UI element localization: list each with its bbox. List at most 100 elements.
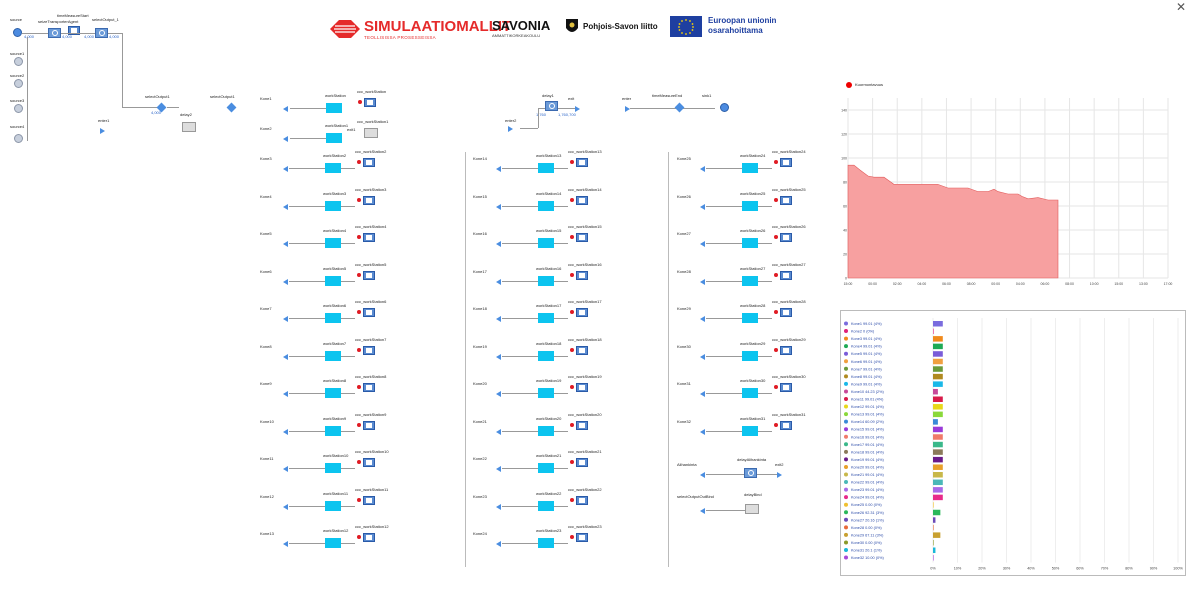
workstation-node[interactable] <box>538 275 554 286</box>
kone-arrow[interactable] <box>700 428 705 435</box>
kone-arrow[interactable] <box>700 391 705 397</box>
kone-arrow[interactable] <box>283 278 288 285</box>
ccc-node[interactable] <box>780 383 792 392</box>
workstation-node[interactable] <box>325 238 341 248</box>
kone-arrow[interactable] <box>496 278 501 285</box>
ccc-node[interactable] <box>780 345 792 355</box>
ccc-node[interactable] <box>576 533 588 542</box>
ccc-node[interactable] <box>780 233 792 242</box>
enter-arrow[interactable] <box>625 106 630 112</box>
kone-arrow[interactable] <box>496 391 501 397</box>
ccc-node[interactable] <box>363 533 375 542</box>
workstation-node[interactable] <box>325 163 341 173</box>
ccc-node[interactable] <box>576 308 588 317</box>
ccc-node[interactable] <box>363 233 375 242</box>
ccc-node[interactable] <box>576 383 588 392</box>
ccc-node[interactable] <box>576 270 588 280</box>
workstation-node[interactable] <box>742 425 758 436</box>
kone-arrow[interactable] <box>283 353 288 360</box>
enter1-arrow[interactable] <box>100 128 105 134</box>
workstation-node[interactable] <box>742 388 758 398</box>
workstation-node[interactable] <box>742 200 758 211</box>
ccc-node[interactable] <box>780 195 792 205</box>
kone-arrow[interactable] <box>700 353 705 360</box>
seize-node[interactable] <box>48 28 61 38</box>
kone-arrow[interactable] <box>496 241 501 247</box>
workstation-node[interactable] <box>538 538 554 548</box>
workstation-node[interactable] <box>325 538 341 548</box>
kone-arrow[interactable] <box>283 241 288 247</box>
kone-arrow[interactable] <box>496 503 501 510</box>
kone-arrow[interactable] <box>283 203 288 210</box>
source3-node[interactable] <box>14 104 23 113</box>
sink1-node[interactable] <box>720 103 729 112</box>
delayalihankinta-node[interactable] <box>744 468 757 478</box>
close-button[interactable]: ✕ <box>1170 0 1192 14</box>
timemeasureend-node[interactable] <box>674 102 685 113</box>
kone-arrow[interactable] <box>496 428 501 435</box>
workstation-node[interactable] <box>538 163 554 173</box>
ccc-node[interactable] <box>780 270 792 280</box>
kone-arrow[interactable] <box>283 541 288 547</box>
delay1-node[interactable] <box>545 101 558 111</box>
exit-arrow[interactable] <box>575 106 580 112</box>
ccc-node[interactable] <box>363 420 375 430</box>
ccc-node[interactable] <box>363 308 375 317</box>
source-node[interactable] <box>13 28 22 37</box>
workstation-node[interactable] <box>325 313 341 323</box>
workstation-node[interactable] <box>538 350 554 361</box>
ccc-node[interactable] <box>576 345 588 355</box>
delay2-node[interactable] <box>182 122 196 132</box>
workstation-node[interactable] <box>742 238 758 248</box>
source2-node[interactable] <box>14 79 23 88</box>
workstation-node[interactable] <box>326 103 342 113</box>
kone-arrow[interactable] <box>700 241 705 247</box>
kone-arrow[interactable] <box>496 166 501 172</box>
enter2-arrow[interactable] <box>508 126 513 132</box>
exit2-arrow[interactable] <box>777 472 782 478</box>
delaybind-node[interactable] <box>745 504 759 514</box>
workstation-node[interactable] <box>538 463 554 473</box>
kone1-arrow[interactable] <box>283 106 288 112</box>
ccc-node[interactable] <box>780 308 792 317</box>
kone-arrow[interactable] <box>700 203 705 210</box>
ccc1-node[interactable] <box>364 128 378 138</box>
workstation-node[interactable] <box>538 200 554 211</box>
ccc-node[interactable] <box>576 420 588 430</box>
kone-arrow[interactable] <box>283 503 288 510</box>
ccc-node[interactable] <box>780 420 792 430</box>
workstation-node[interactable] <box>325 500 341 511</box>
kone-arrow[interactable] <box>700 316 705 322</box>
workstation-node[interactable] <box>325 425 341 436</box>
ccc-node[interactable] <box>576 158 588 167</box>
kone-arrow[interactable] <box>496 203 501 210</box>
ccc-node[interactable] <box>363 195 375 205</box>
kone-arrow[interactable] <box>496 316 501 322</box>
workstation-node[interactable] <box>325 463 341 473</box>
ccc-node[interactable] <box>363 458 375 467</box>
ccc-node[interactable] <box>576 233 588 242</box>
workstation-node[interactable] <box>538 425 554 436</box>
selectoutput1b-node[interactable] <box>226 102 237 113</box>
kone-arrow[interactable] <box>496 466 501 472</box>
workstation-node[interactable] <box>325 275 341 286</box>
ccc-node[interactable] <box>363 345 375 355</box>
workstation-node[interactable] <box>325 200 341 211</box>
source1-node[interactable] <box>14 57 23 66</box>
kone-arrow[interactable] <box>283 428 288 435</box>
workstation-node[interactable] <box>742 275 758 286</box>
source4-node[interactable] <box>14 134 23 143</box>
ccc-node[interactable] <box>363 158 375 167</box>
selectoutputoutbind-arrow[interactable] <box>700 508 705 514</box>
ccc-node[interactable] <box>576 195 588 205</box>
selectoutput-node[interactable] <box>95 28 108 38</box>
kone-arrow[interactable] <box>700 278 705 285</box>
kone-arrow[interactable] <box>283 166 288 172</box>
ccc-node[interactable] <box>576 495 588 505</box>
kone-arrow[interactable] <box>283 466 288 472</box>
timemeasure-node[interactable] <box>68 26 80 35</box>
workstation1-node[interactable] <box>326 133 342 143</box>
ccc-node[interactable] <box>364 98 376 107</box>
workstation-node[interactable] <box>538 500 554 511</box>
kone-arrow[interactable] <box>283 316 288 322</box>
